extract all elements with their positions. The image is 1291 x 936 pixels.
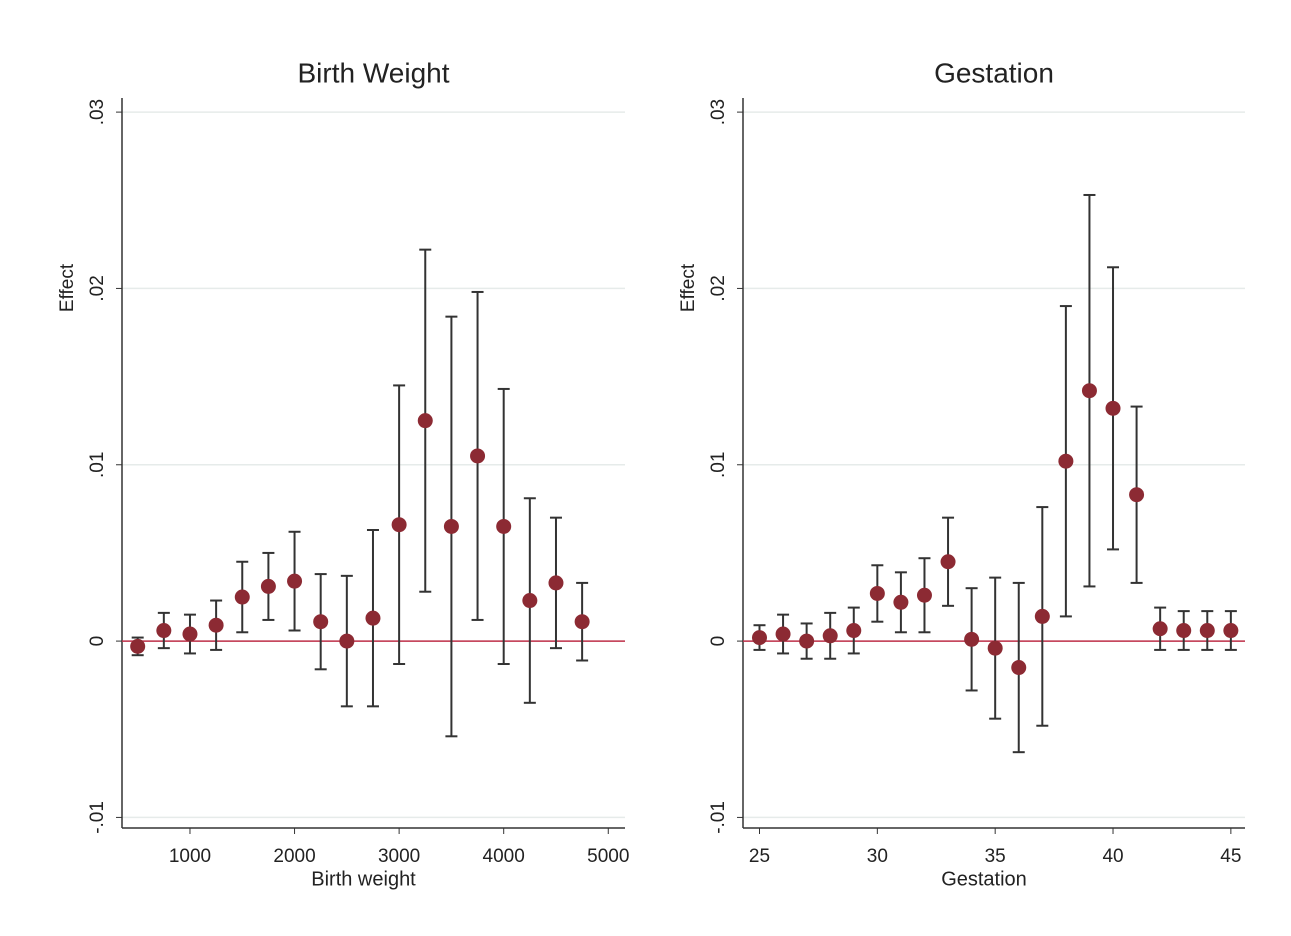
x-tick-label: 40 (1102, 846, 1123, 867)
chart-title: Birth Weight (298, 57, 450, 88)
point (869, 585, 885, 601)
x-tick-label: 3000 (378, 846, 420, 867)
point (234, 589, 250, 605)
x-tick-label: 5000 (587, 846, 629, 867)
y-tick-label: .01 (708, 452, 729, 478)
point (1081, 383, 1097, 399)
y-tick-label: -.01 (87, 801, 108, 834)
x-axis-label: Gestation (941, 868, 1027, 890)
y-tick-label: .01 (87, 452, 108, 478)
point (1152, 621, 1168, 637)
point (916, 587, 932, 603)
point (1129, 487, 1145, 503)
point (470, 448, 486, 464)
y-tick-label: .03 (708, 99, 729, 125)
point (1034, 608, 1050, 624)
point (574, 614, 590, 630)
y-tick-label: -.01 (708, 801, 729, 834)
point (846, 623, 862, 639)
y-axis-label: Effect (678, 263, 699, 312)
y-tick-label: 0 (87, 636, 108, 647)
x-axis-label: Birth weight (311, 868, 416, 890)
point (130, 638, 146, 654)
point (1176, 623, 1192, 639)
point (548, 575, 564, 591)
point (893, 594, 909, 610)
point (365, 610, 381, 626)
point (775, 626, 791, 642)
point (1058, 453, 1074, 469)
chart-title: Gestation (934, 57, 1054, 88)
point (1105, 400, 1121, 416)
point (940, 554, 956, 570)
point (443, 518, 459, 534)
point (339, 633, 355, 649)
point (1011, 660, 1027, 676)
point (313, 614, 329, 630)
x-tick-label: 45 (1220, 846, 1241, 867)
point (417, 413, 433, 429)
point (287, 573, 303, 589)
y-tick-label: .02 (87, 275, 108, 301)
x-tick-label: 35 (985, 846, 1006, 867)
point (260, 578, 276, 594)
point (751, 630, 767, 646)
x-tick-label: 1000 (169, 846, 211, 867)
x-tick-label: 25 (749, 846, 770, 867)
point (822, 628, 838, 644)
y-tick-label: .03 (87, 99, 108, 125)
point (1223, 623, 1239, 639)
point (182, 626, 198, 642)
x-tick-label: 4000 (483, 846, 525, 867)
x-tick-label: 2000 (273, 846, 315, 867)
point (208, 617, 224, 633)
point (1199, 623, 1215, 639)
y-axis-label: Effect (57, 263, 78, 312)
point (156, 623, 172, 639)
y-tick-label: .02 (708, 275, 729, 301)
point (964, 631, 980, 647)
point (987, 640, 1003, 656)
point (496, 518, 512, 534)
point (391, 517, 407, 533)
x-tick-label: 30 (867, 846, 888, 867)
y-tick-label: 0 (708, 636, 729, 647)
point (799, 633, 815, 649)
point (522, 593, 538, 609)
